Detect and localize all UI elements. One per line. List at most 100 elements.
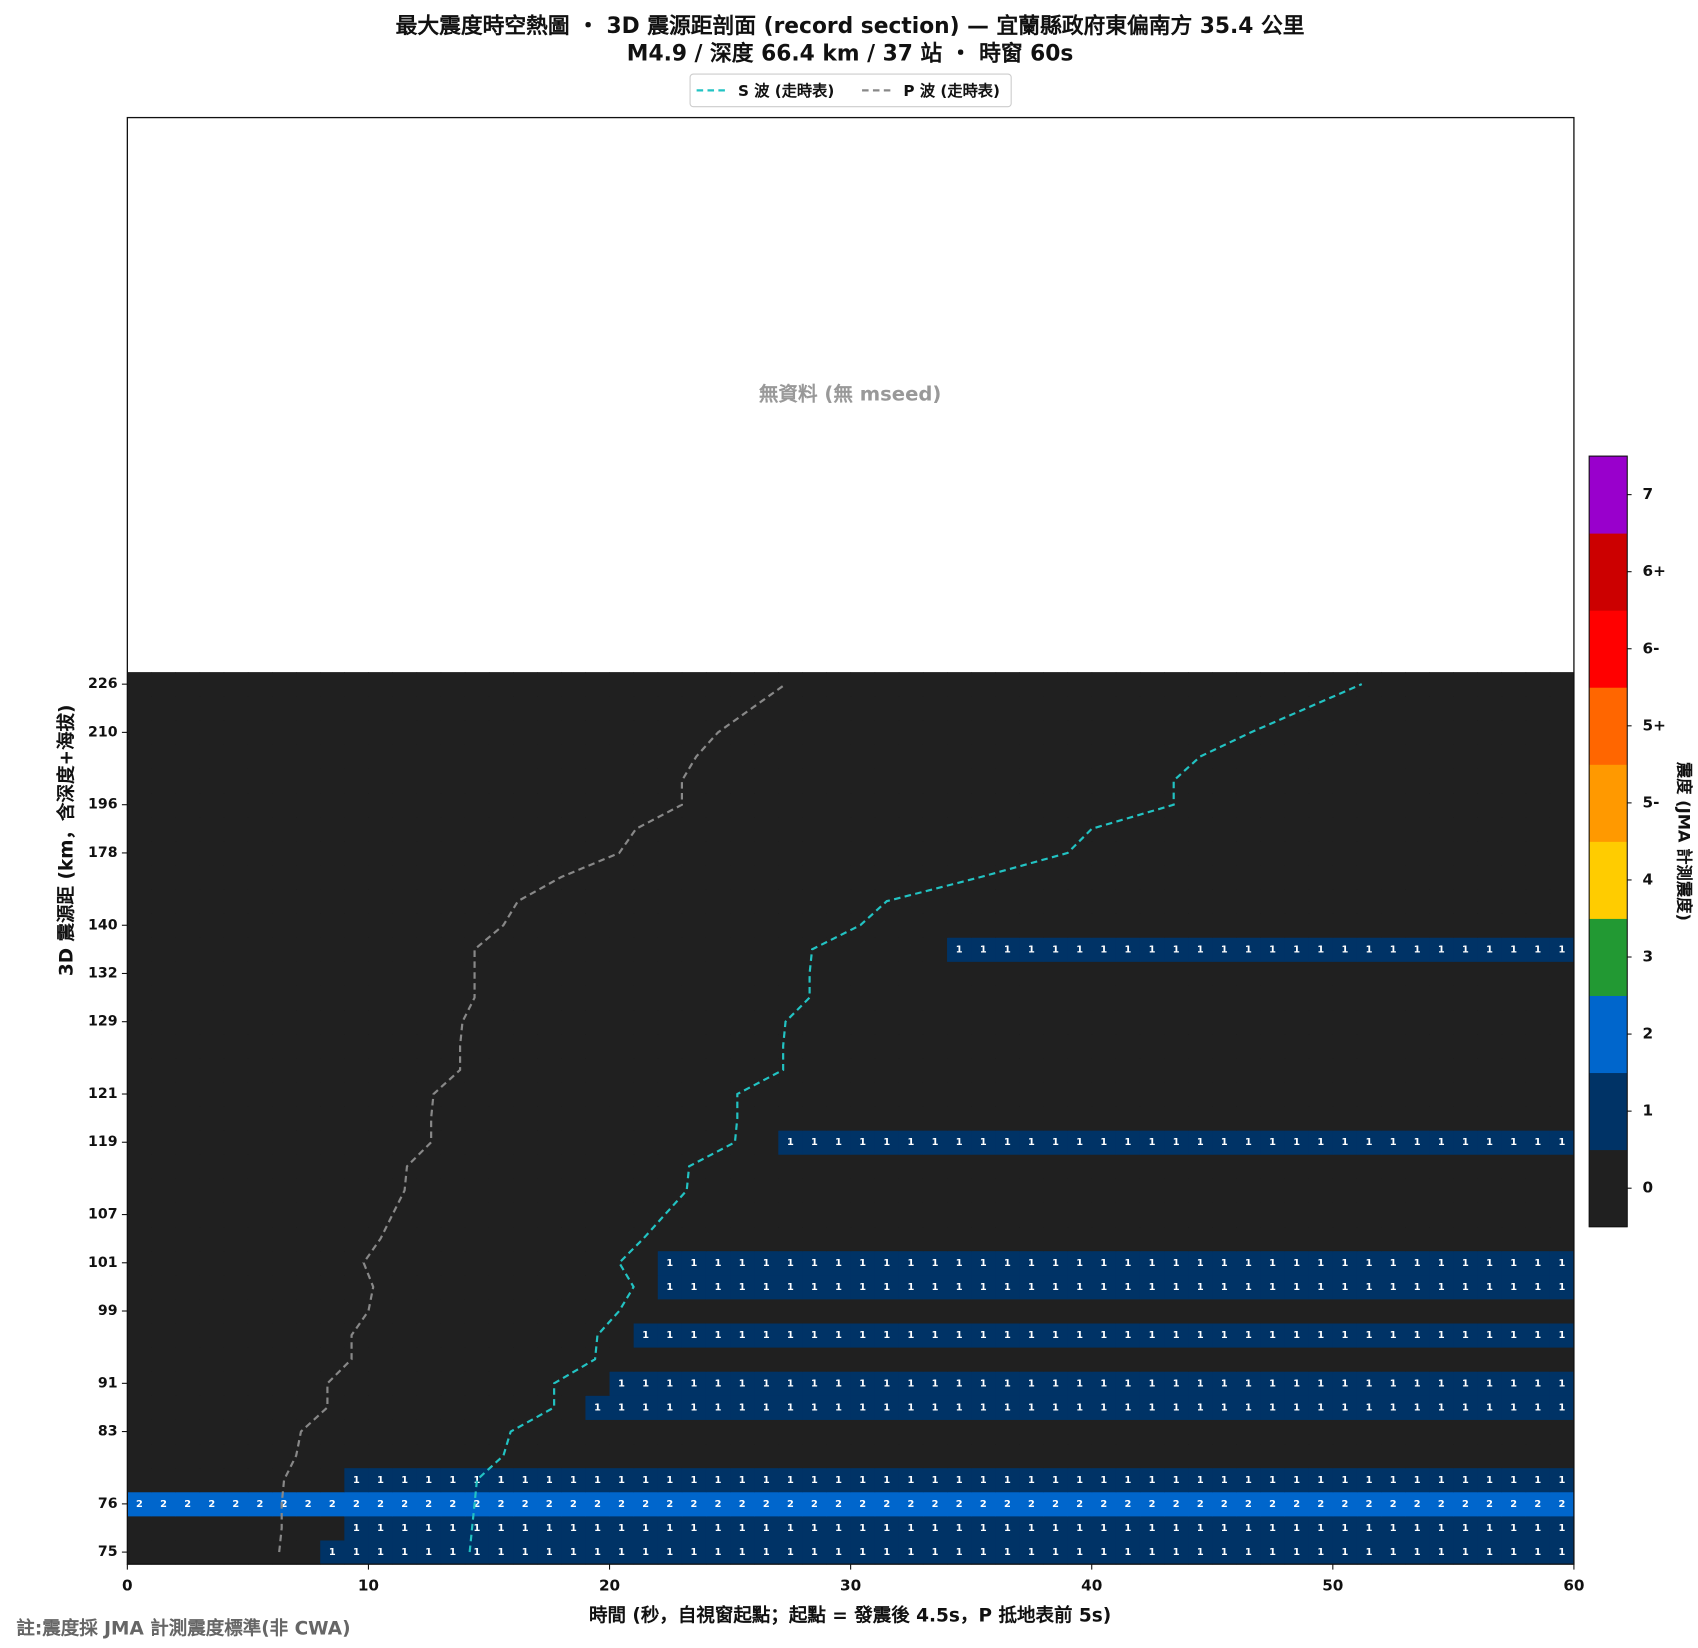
heatmap-cell xyxy=(561,768,586,794)
heatmap-cell xyxy=(1236,1033,1261,1059)
heatmap-cell xyxy=(1115,744,1141,769)
heatmap-cell xyxy=(296,1226,321,1252)
heatmap-cell xyxy=(633,840,659,866)
heatmap-cell xyxy=(1043,889,1069,914)
heatmap-cell xyxy=(1164,768,1189,794)
heatmap-cell xyxy=(1091,1419,1117,1445)
heatmap-cell xyxy=(1164,1106,1189,1131)
heatmap-cell xyxy=(802,1323,827,1348)
heatmap-cell xyxy=(513,768,538,794)
heatmap-cell xyxy=(1308,792,1334,818)
heatmap-cell xyxy=(633,985,659,1011)
heatmap-cell xyxy=(537,1443,562,1469)
heatmap-cell xyxy=(1091,1515,1117,1541)
heatmap-cell xyxy=(1188,864,1213,890)
heatmap-cell xyxy=(1139,1226,1165,1252)
heatmap-cell xyxy=(754,1033,779,1059)
heatmap-cell xyxy=(464,1154,490,1179)
cell-label: 1 xyxy=(1245,1282,1252,1293)
heatmap-cell xyxy=(272,1540,297,1565)
heatmap-cell xyxy=(1236,1274,1261,1300)
heatmap-cell xyxy=(1381,768,1406,794)
heatmap-cell xyxy=(947,1033,972,1059)
heatmap-cell xyxy=(850,696,876,721)
cell-label: 1 xyxy=(908,1378,915,1389)
heatmap-cell xyxy=(705,1033,731,1059)
heatmap-cell xyxy=(633,1009,659,1035)
heatmap-cell xyxy=(1332,1250,1358,1276)
heatmap-cell xyxy=(151,1274,177,1300)
heatmap-cell xyxy=(1164,816,1189,842)
heatmap-cell xyxy=(1188,1491,1213,1517)
heatmap-cell xyxy=(1019,1323,1044,1348)
heatmap-cell xyxy=(850,1395,876,1420)
heatmap-cell xyxy=(850,1419,876,1445)
heatmap-cell xyxy=(1212,864,1237,890)
heatmap-cell xyxy=(464,1371,490,1396)
heatmap-cell xyxy=(754,768,779,794)
cell-label: 1 xyxy=(1486,1475,1493,1486)
cell-label: 1 xyxy=(787,1137,794,1148)
heatmap-cell xyxy=(1501,1178,1527,1203)
heatmap-cell xyxy=(561,1395,586,1420)
heatmap-cell xyxy=(1381,1130,1406,1155)
heatmap-cell xyxy=(488,792,514,818)
heatmap-cell xyxy=(1477,720,1503,745)
heatmap-cell xyxy=(995,768,1020,794)
heatmap-cell xyxy=(1043,1467,1069,1493)
heatmap-cell xyxy=(537,1491,562,1517)
heatmap-cell xyxy=(633,1033,659,1059)
cell-label: 1 xyxy=(1028,1330,1035,1341)
colorbar-swatch xyxy=(1589,533,1628,611)
cell-label: 1 xyxy=(883,1475,890,1486)
heatmap-cell xyxy=(513,1154,538,1179)
heatmap-cell xyxy=(874,1250,900,1276)
heatmap-cell xyxy=(272,913,297,938)
heatmap-cell xyxy=(778,1033,803,1059)
cell-label: 1 xyxy=(763,1378,770,1389)
heatmap-cell xyxy=(1139,1467,1165,1493)
cell-label: 1 xyxy=(1558,1282,1565,1293)
heatmap-cell xyxy=(657,1347,683,1372)
heatmap-cell xyxy=(1115,696,1141,721)
cell-label: 1 xyxy=(691,1330,698,1341)
cell-label: 1 xyxy=(1293,1378,1300,1389)
heatmap-cell xyxy=(1525,1033,1551,1059)
heatmap-cell xyxy=(368,1467,393,1493)
heatmap-cell xyxy=(922,913,948,938)
heatmap-cell xyxy=(874,937,900,962)
heatmap-cell xyxy=(1405,1491,1430,1517)
heatmap-cell xyxy=(802,1371,827,1396)
heatmap-cell xyxy=(1188,1467,1213,1493)
cell-label: 1 xyxy=(594,1402,601,1413)
cell-label: 1 xyxy=(1197,1137,1204,1148)
heatmap-cell xyxy=(344,889,369,914)
heatmap-cell xyxy=(1043,961,1069,986)
cell-label: 1 xyxy=(594,1523,601,1534)
heatmap-cell xyxy=(1091,1371,1117,1396)
heatmap-cell xyxy=(802,961,827,986)
cell-label: 1 xyxy=(1124,1475,1131,1486)
heatmap-cell xyxy=(440,1226,466,1252)
heatmap-cell xyxy=(705,672,731,697)
heatmap-cell xyxy=(1429,840,1454,866)
cell-label: 1 xyxy=(859,1282,866,1293)
heatmap-cell xyxy=(1067,1057,1093,1083)
heatmap-cell xyxy=(947,696,972,721)
heatmap-cell xyxy=(320,1226,345,1252)
heatmap-cell xyxy=(874,744,900,769)
heatmap-cell xyxy=(1019,1298,1044,1324)
heatmap-cell xyxy=(1236,1298,1261,1324)
heatmap-cell xyxy=(537,792,562,818)
heatmap-cell xyxy=(223,1419,249,1445)
heatmap-cell xyxy=(513,1106,538,1131)
heatmap-cell xyxy=(754,1371,779,1396)
colorbar-tick-label: 4 xyxy=(1642,870,1653,888)
heatmap-cell xyxy=(1091,1226,1117,1252)
cell-label: 1 xyxy=(1534,1137,1541,1148)
heatmap-cell xyxy=(995,696,1020,721)
heatmap-cell xyxy=(1429,1009,1454,1035)
heatmap-cell xyxy=(802,1202,827,1228)
heatmap-cell xyxy=(778,1226,803,1252)
heatmap-cell xyxy=(1501,1250,1527,1276)
